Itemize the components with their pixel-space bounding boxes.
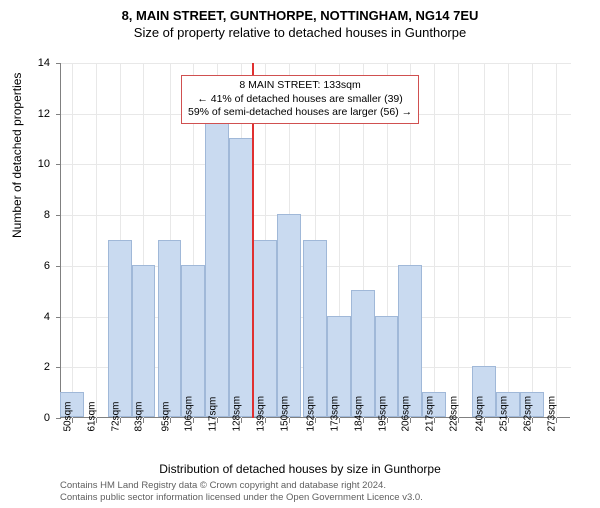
histogram-bar	[253, 240, 277, 418]
histogram-bar	[398, 265, 422, 417]
annotation-line2: ← 41% of detached houses are smaller (39…	[188, 93, 412, 107]
annotation-box: 8 MAIN STREET: 133sqm← 41% of detached h…	[181, 75, 419, 124]
ytick-mark	[56, 63, 61, 64]
ytick-mark	[56, 317, 61, 318]
histogram-bar	[205, 113, 229, 417]
gridline-v	[532, 63, 533, 418]
plot-region: 8 MAIN STREET: 133sqm← 41% of detached h…	[60, 63, 570, 418]
histogram-bar	[132, 265, 156, 417]
ytick-label: 12	[0, 108, 50, 120]
ytick-label: 14	[0, 57, 50, 69]
footer-line2: Contains public sector information licen…	[60, 492, 423, 504]
footer-line1: Contains HM Land Registry data © Crown c…	[60, 480, 423, 492]
histogram-bar	[229, 138, 253, 417]
annotation-line1: 8 MAIN STREET: 133sqm	[188, 79, 412, 93]
histogram-bar	[158, 240, 182, 418]
footer-attribution: Contains HM Land Registry data © Crown c…	[60, 480, 423, 504]
annotation-line3: 59% of semi-detached houses are larger (…	[188, 106, 412, 120]
chart-area: 8 MAIN STREET: 133sqm← 41% of detached h…	[60, 63, 570, 418]
ytick-mark	[56, 367, 61, 368]
gridline-h	[61, 164, 571, 165]
gridline-v	[556, 63, 557, 418]
ytick-label: 0	[0, 412, 50, 424]
gridline-v	[458, 63, 459, 418]
gridline-h	[61, 215, 571, 216]
gridline-v	[96, 63, 97, 418]
histogram-bar	[108, 240, 132, 418]
ytick-mark	[56, 418, 61, 419]
title-sub: Size of property relative to detached ho…	[0, 25, 600, 40]
histogram-bar	[303, 240, 327, 418]
x-axis-label: Distribution of detached houses by size …	[0, 462, 600, 476]
gridline-v	[72, 63, 73, 418]
ytick-label: 4	[0, 311, 50, 323]
ytick-label: 2	[0, 361, 50, 373]
gridline-v	[434, 63, 435, 418]
ytick-mark	[56, 164, 61, 165]
ytick-mark	[56, 114, 61, 115]
ytick-mark	[56, 215, 61, 216]
ytick-label: 6	[0, 260, 50, 272]
ytick-label: 8	[0, 209, 50, 221]
histogram-bar	[181, 265, 205, 417]
gridline-v	[508, 63, 509, 418]
ytick-mark	[56, 266, 61, 267]
ytick-label: 10	[0, 158, 50, 170]
title-main: 8, MAIN STREET, GUNTHORPE, NOTTINGHAM, N…	[0, 8, 600, 23]
histogram-bar	[277, 214, 301, 417]
gridline-v	[484, 63, 485, 418]
gridline-h	[61, 63, 571, 64]
